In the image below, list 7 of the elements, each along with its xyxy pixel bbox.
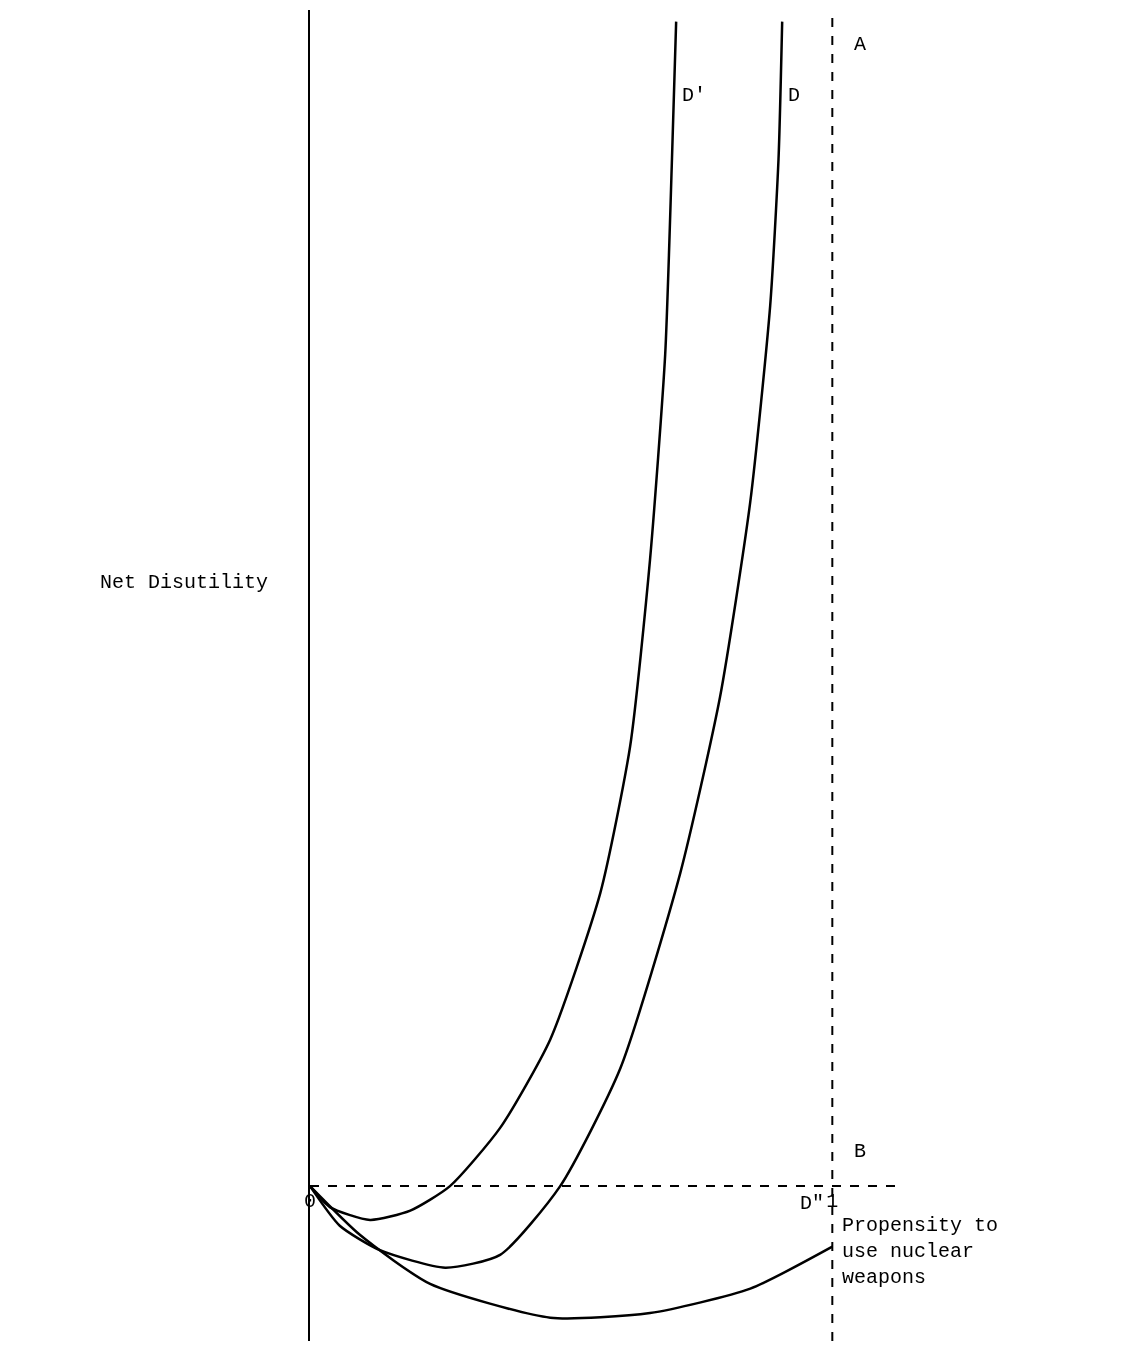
annotation: A (854, 33, 867, 56)
x-axis-title: Propensity to use nuclear weapons (842, 1214, 999, 1289)
series-label: D" (800, 1192, 825, 1215)
series-label: D (788, 84, 801, 107)
series-label: D' (682, 84, 707, 107)
y-axis-title: Net Disutility (100, 571, 269, 594)
annotation: B (854, 1140, 867, 1163)
